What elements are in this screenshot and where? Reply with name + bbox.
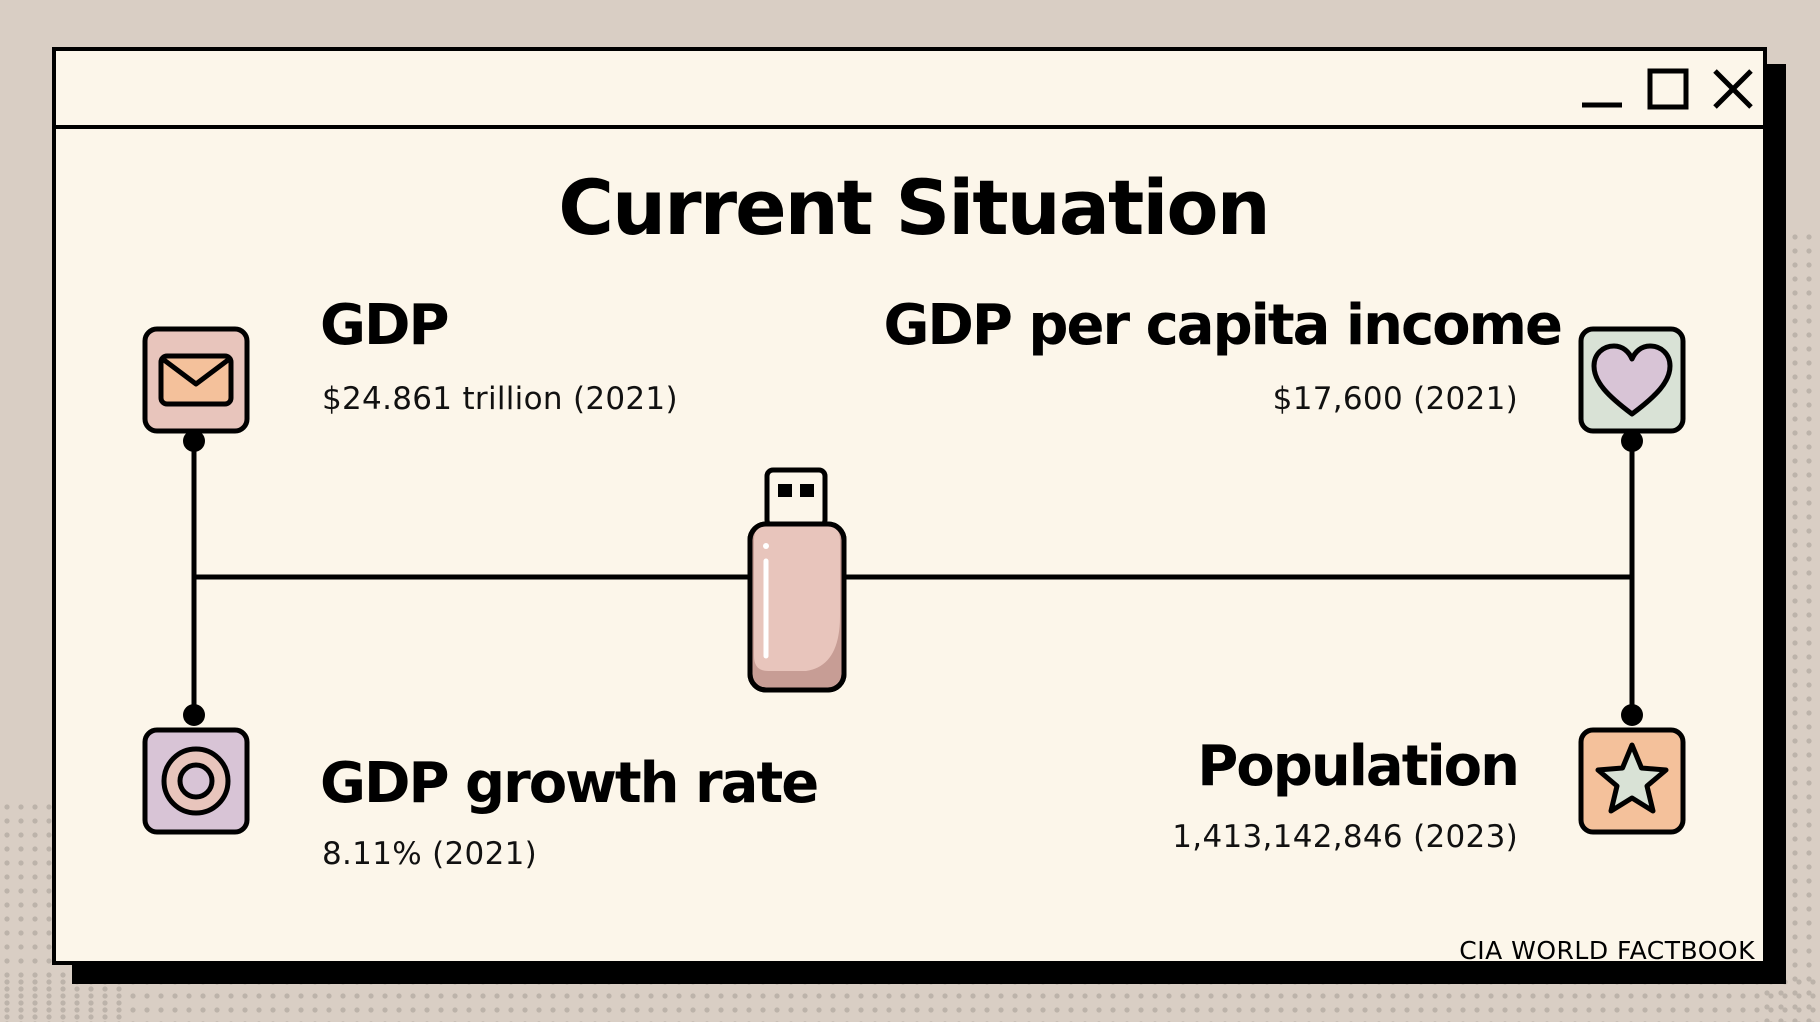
population-heading: Population	[1197, 734, 1520, 799]
maximize-icon[interactable]	[1646, 67, 1690, 111]
population-value: 1,413,142,846 (2023)	[1172, 819, 1518, 855]
gdp-icon-box	[142, 326, 250, 434]
page-title: Current Situation	[558, 163, 1271, 252]
star-icon	[1578, 727, 1686, 835]
gdp-per-capita-heading: GDP per capita income	[883, 293, 1563, 358]
target-icon	[142, 727, 250, 835]
gdp-per-capita-value: $17,600 (2021)	[1272, 381, 1518, 417]
envelope-icon	[142, 326, 250, 434]
connector-lines	[183, 430, 1643, 726]
slide-window: Current Situation GDP $24.861 trillion (…	[52, 47, 1767, 965]
usb-drive-icon	[747, 467, 847, 693]
gdp-heading: GDP	[320, 293, 449, 358]
heart-icon	[1578, 326, 1686, 434]
gdp-value: $24.861 trillion (2021)	[322, 381, 678, 417]
gdp-growth-heading: GDP growth rate	[320, 751, 819, 816]
population-icon-box	[1578, 727, 1686, 835]
close-icon[interactable]	[1711, 67, 1755, 111]
source-credit: CIA WORLD FACTBOOK	[1459, 936, 1755, 965]
gdp-growth-icon-box	[142, 727, 250, 835]
title-bar	[56, 51, 1763, 129]
gdp-per-capita-icon-box	[1578, 326, 1686, 434]
minimize-icon[interactable]	[1580, 67, 1624, 111]
gdp-growth-value: 8.11% (2021)	[322, 836, 538, 872]
